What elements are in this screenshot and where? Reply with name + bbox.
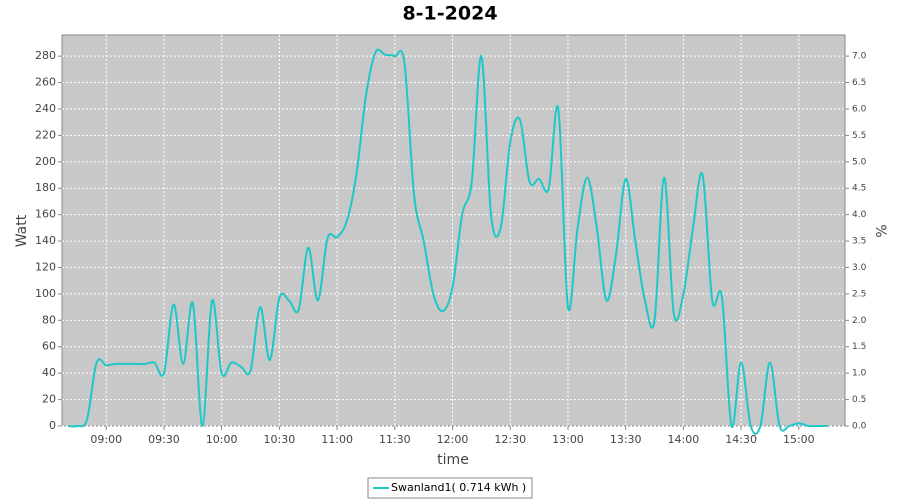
x-tick-label: 10:30 <box>264 433 296 446</box>
y2-tick-label: 6.5 <box>852 78 866 88</box>
y-tick-label: 240 <box>35 102 56 115</box>
y-tick-label: 280 <box>35 49 56 62</box>
y-tick-label: 0 <box>49 419 56 432</box>
x-tick-label: 09:00 <box>90 433 122 446</box>
x-tick-label: 12:30 <box>494 433 526 446</box>
y-tick-label: 260 <box>35 76 56 89</box>
y-tick-label: 160 <box>35 208 56 221</box>
x-tick-label: 14:00 <box>668 433 700 446</box>
y-tick-label: 180 <box>35 181 56 194</box>
y-tick-label: 200 <box>35 155 56 168</box>
y2-tick-label: 0.0 <box>852 422 867 432</box>
y-tick-label: 40 <box>42 366 56 379</box>
y2-tick-label: 5.0 <box>852 157 867 167</box>
legend-label: Swanland1( 0.714 kWh ) <box>391 481 526 494</box>
x-tick-label: 11:30 <box>379 433 411 446</box>
y2-tick-label: 4.5 <box>852 184 866 194</box>
y-tick-label: 80 <box>42 313 56 326</box>
y2-axis-label: % <box>872 224 888 237</box>
x-axis-label: time <box>437 452 469 468</box>
x-tick-label: 15:00 <box>783 433 815 446</box>
x-tick-label: 13:00 <box>552 433 584 446</box>
x-tick-label: 10:00 <box>206 433 238 446</box>
y-tick-label: 140 <box>35 234 56 247</box>
x-tick-label: 12:00 <box>437 433 469 446</box>
y2-tick-label: 1.5 <box>852 342 866 352</box>
x-tick-label: 11:00 <box>321 433 353 446</box>
x-tick-label: 09:30 <box>148 433 180 446</box>
y2-tick-label: 6.0 <box>852 104 867 114</box>
x-tick-label: 13:30 <box>610 433 642 446</box>
y2-tick-label: 0.5 <box>852 395 866 405</box>
y2-tick-label: 5.5 <box>852 131 866 141</box>
legend-box <box>367 477 533 499</box>
y2-tick-label: 4.0 <box>852 210 867 220</box>
y2-tick-label: 3.5 <box>852 237 866 247</box>
y-tick-label: 60 <box>42 340 56 353</box>
y2-tick-label: 7.0 <box>852 52 867 62</box>
y2-tick-label: 3.0 <box>852 263 867 273</box>
y2-tick-label: 1.0 <box>852 369 867 379</box>
y-tick-label: 120 <box>35 260 56 273</box>
y-tick-label: 20 <box>42 393 56 406</box>
plot-area <box>61 34 846 427</box>
line-series <box>67 48 828 435</box>
y-axis-label: Watt <box>14 214 30 247</box>
y2-tick-label: 2.0 <box>852 316 867 326</box>
y-tick-label: 100 <box>35 287 56 300</box>
y2-tick-label: 2.5 <box>852 289 866 299</box>
x-tick-label: 14:30 <box>725 433 757 446</box>
chart-title: 8-1-2024 <box>402 3 497 25</box>
y-tick-label: 220 <box>35 128 56 141</box>
